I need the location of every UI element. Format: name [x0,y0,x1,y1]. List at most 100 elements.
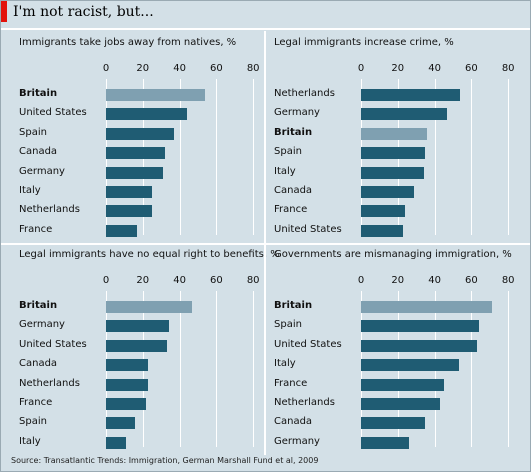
x-tick-label: 0 [357,275,365,286]
header-rule [1,28,530,30]
bar [361,224,404,237]
bar [106,359,149,372]
gridline [471,79,473,235]
x-tick-label: 80 [501,63,515,74]
bar [106,339,167,352]
gridline [179,79,181,235]
bar [361,89,461,101]
bar [106,436,127,449]
x-tick-label: 0 [102,275,110,286]
category-label: Italy [274,358,296,370]
bar [106,127,175,140]
gridline [508,291,510,447]
gridline [434,79,436,235]
bar [361,436,409,449]
bar [106,166,164,179]
category-label: Germany [19,165,65,177]
category-label: Britain [19,88,58,99]
bar [361,127,428,140]
category-label: Germany [19,319,65,331]
category-label: United States [19,338,87,350]
x-tick-label: 20 [391,63,405,74]
bar [361,108,448,121]
bar [361,339,477,352]
x-tick-label: 0 [102,63,110,74]
bar [106,186,152,198]
gridline [253,79,255,235]
panel-jobs: Immigrants take jobs away from natives, … [19,37,264,247]
category-label: Spain [19,126,47,138]
x-tick-label: 40 [173,63,186,74]
x-tick-label: 80 [246,63,260,74]
horizontal-divider [1,243,530,245]
category-label: Netherlands [19,204,80,216]
x-tick-label: 20 [136,63,150,74]
category-label: Britain [274,126,313,138]
category-label: Spain [19,416,47,428]
bar [361,186,415,198]
bar [361,320,479,333]
gridline [471,291,473,447]
category-label: France [274,377,308,389]
category-label: France [19,223,53,235]
source-note: Source: Transatlantic Trends: Immigratio… [11,456,319,465]
x-tick-label: 80 [246,275,260,286]
gridline [216,79,218,235]
category-label: Canada [274,416,313,428]
category-label: Italy [19,185,41,196]
panel-title: Legal immigrants have no equal right to … [19,249,280,260]
bar [106,89,206,101]
category-label: Netherlands [274,397,335,408]
bar [106,205,152,218]
panel-title: Immigrants take jobs away from natives, … [19,37,237,48]
x-tick-label: 60 [210,63,223,74]
gridline [179,291,181,447]
bar [361,359,459,372]
category-label: Canada [19,146,58,158]
category-label: Italy [274,165,296,177]
page-title: I'm not racist, but... [13,4,154,20]
x-tick-label: 60 [465,63,478,74]
gridline [253,291,255,447]
category-label: Canada [274,185,313,196]
category-label: Britain [274,300,313,311]
category-label: Spain [274,319,302,331]
category-label: United States [274,223,342,235]
bar [361,301,492,313]
red-accent-tab [1,1,7,22]
x-tick-label: 40 [428,275,441,286]
x-tick-label: 40 [428,63,441,74]
x-tick-label: 60 [210,275,223,286]
bar [361,378,444,391]
bar [361,205,406,218]
category-label: Italy [19,435,41,447]
x-tick-label: 80 [501,275,515,286]
panel-crime: Legal immigrants increase crime, % 0 20 40… [274,37,519,247]
category-label: Germany [274,435,320,447]
bar [106,378,149,391]
bar [106,108,187,121]
category-label: Britain [19,300,58,311]
bar [106,417,136,430]
x-tick-label: 60 [465,275,478,286]
x-tick-label: 40 [173,275,186,286]
category-label: United States [19,107,87,119]
bar [106,320,169,333]
gridline [508,79,510,235]
category-label: Canada [19,358,58,370]
panel-mismanaging: Governments are mismanaging immigration,… [274,249,519,459]
panel-title: Legal immigrants increase crime, % [274,37,454,48]
panel-benefits: Legal immigrants have no equal right to … [19,249,280,459]
category-label: Netherlands [19,377,80,389]
panel-title: Governments are mismanaging immigration,… [274,249,512,260]
bar [106,398,147,410]
category-label: Netherlands [274,88,335,99]
bar [361,147,426,160]
x-tick-label: 20 [391,275,405,286]
bar [361,166,424,179]
gridline [216,291,218,447]
category-label: Spain [274,146,302,158]
category-label: Germany [274,107,320,119]
bar [106,147,165,160]
category-label: France [274,204,308,216]
